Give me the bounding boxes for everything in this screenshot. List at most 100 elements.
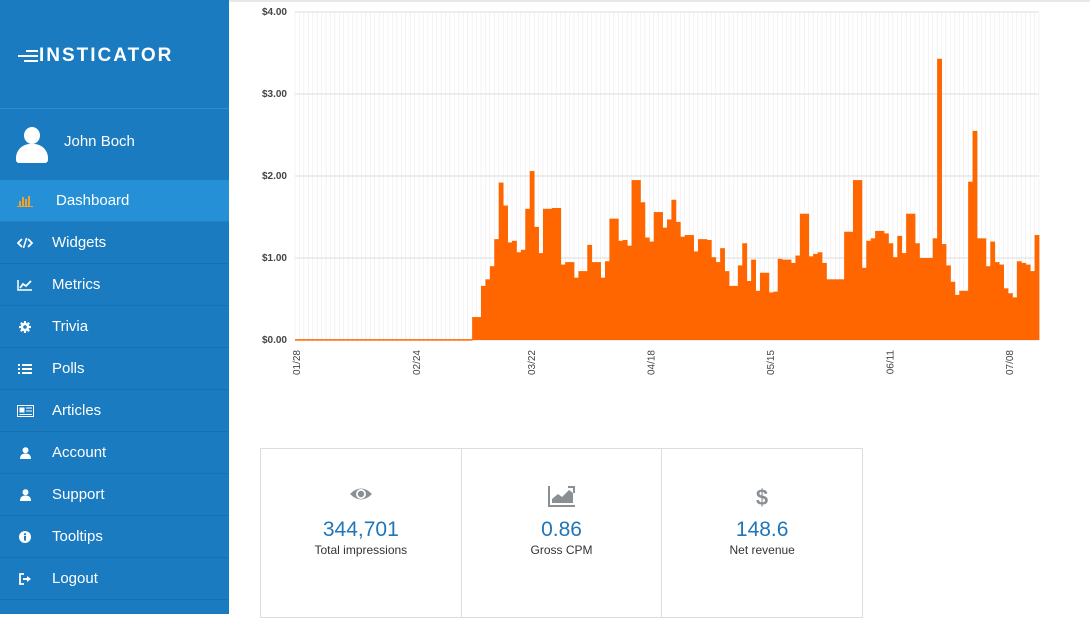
chart-bar[interactable]: [782, 259, 787, 340]
sidebar-item-articles[interactable]: Articles: [0, 390, 229, 432]
chart-bar[interactable]: [432, 339, 438, 341]
chart-bar[interactable]: [423, 339, 429, 341]
chart-bar[interactable]: [737, 265, 743, 340]
chart-bar[interactable]: [923, 258, 929, 340]
chart-bar[interactable]: [808, 256, 814, 340]
chart-bar[interactable]: [915, 243, 920, 340]
chart-bar[interactable]: [591, 262, 597, 340]
sidebar-item-dashboard[interactable]: Dashboard: [0, 180, 229, 222]
chart-bar[interactable]: [582, 271, 588, 340]
chart-bar[interactable]: [667, 219, 672, 340]
sidebar-item-widgets[interactable]: Widgets: [0, 222, 229, 264]
chart-bar[interactable]: [742, 243, 748, 340]
chart-bar[interactable]: [813, 253, 818, 340]
chart-bar[interactable]: [879, 230, 885, 340]
chart-bar[interactable]: [516, 252, 522, 340]
chart-bar[interactable]: [565, 262, 570, 340]
sidebar-item-trivia[interactable]: Trivia: [0, 306, 229, 348]
chart-bar[interactable]: [498, 182, 504, 340]
chart-bar[interactable]: [839, 279, 845, 340]
chart-bar[interactable]: [299, 339, 305, 341]
chart-bar[interactable]: [618, 240, 624, 340]
chart-bar[interactable]: [990, 241, 996, 340]
chart-bar[interactable]: [361, 339, 367, 341]
chart-bar[interactable]: [1003, 288, 1009, 340]
chart-bar[interactable]: [520, 249, 526, 340]
chart-bar[interactable]: [326, 339, 331, 341]
chart-bar[interactable]: [760, 272, 765, 340]
chart-bar[interactable]: [835, 279, 841, 340]
chart-bar[interactable]: [826, 279, 832, 340]
chart-bar[interactable]: [450, 339, 455, 341]
chart-bar[interactable]: [751, 259, 756, 340]
chart-bar[interactable]: [817, 252, 823, 340]
chart-bar[interactable]: [556, 207, 562, 340]
chart-bar[interactable]: [436, 339, 442, 341]
chart-bar[interactable]: [715, 262, 721, 340]
chart-bar[interactable]: [352, 339, 358, 341]
chart-bar[interactable]: [458, 339, 464, 341]
chart-bar[interactable]: [392, 339, 398, 341]
chart-bar[interactable]: [578, 271, 584, 340]
user-profile[interactable]: John Boch: [0, 108, 229, 180]
chart-bar[interactable]: [848, 231, 854, 340]
chart-bar[interactable]: [410, 339, 415, 341]
chart-bar[interactable]: [724, 271, 730, 340]
chart-bar[interactable]: [910, 213, 916, 340]
sidebar-item-tooltips[interactable]: Tooltips: [0, 516, 229, 558]
chart-bar[interactable]: [512, 240, 517, 340]
chart-bar[interactable]: [857, 180, 863, 340]
chart-bar[interactable]: [768, 292, 774, 340]
chart-bar[interactable]: [1016, 261, 1022, 340]
chart-bar[interactable]: [954, 294, 960, 340]
chart-bar[interactable]: [963, 290, 969, 340]
chart-bar[interactable]: [981, 238, 987, 340]
chart-bar[interactable]: [861, 267, 867, 340]
chart-bar[interactable]: [658, 212, 663, 340]
chart-bar[interactable]: [706, 239, 712, 340]
chart-bar[interactable]: [968, 181, 973, 340]
chart-bar[interactable]: [729, 285, 734, 340]
chart-bar[interactable]: [348, 339, 353, 341]
chart-bar[interactable]: [321, 339, 327, 341]
chart-bar[interactable]: [746, 280, 752, 340]
chart-bar[interactable]: [733, 285, 739, 340]
chart-bar[interactable]: [684, 235, 690, 340]
chart-bar[interactable]: [866, 240, 872, 340]
chart-bar[interactable]: [711, 257, 717, 340]
chart-bar[interactable]: [959, 290, 965, 340]
chart-bar[interactable]: [476, 317, 482, 340]
chart-bar[interactable]: [419, 339, 424, 341]
chart-bar[interactable]: [631, 180, 637, 340]
chart-bar[interactable]: [884, 233, 889, 340]
sidebar-item-metrics[interactable]: Metrics: [0, 264, 229, 306]
chart-bar[interactable]: [308, 339, 314, 341]
chart-bar[interactable]: [551, 207, 557, 340]
chart-bar[interactable]: [441, 339, 446, 341]
chart-bar[interactable]: [1030, 271, 1035, 340]
chart-bar[interactable]: [644, 237, 650, 341]
chart-bar[interactable]: [379, 339, 384, 341]
chart-bar[interactable]: [481, 285, 486, 340]
chart-bar[interactable]: [317, 339, 322, 341]
chart-bar[interactable]: [414, 339, 420, 341]
chart-bar[interactable]: [795, 255, 801, 340]
chart-bar[interactable]: [999, 264, 1004, 340]
chart-bar[interactable]: [485, 279, 491, 340]
chart-bar[interactable]: [972, 130, 978, 340]
chart-bar[interactable]: [370, 339, 376, 341]
chart-bar[interactable]: [830, 279, 836, 340]
chart-bar[interactable]: [977, 238, 982, 340]
chart-bar[interactable]: [844, 231, 849, 340]
chart-bar[interactable]: [937, 58, 942, 341]
chart-bar[interactable]: [467, 339, 473, 341]
chart-bar[interactable]: [600, 277, 606, 340]
chart-bar[interactable]: [609, 218, 615, 340]
chart-bar[interactable]: [525, 208, 531, 340]
chart-bar[interactable]: [985, 266, 991, 340]
chart-bar[interactable]: [698, 239, 703, 340]
sidebar-item-support[interactable]: Support: [0, 474, 229, 516]
chart-bar[interactable]: [472, 317, 477, 340]
chart-bar[interactable]: [295, 339, 300, 341]
chart-bar[interactable]: [587, 244, 593, 340]
